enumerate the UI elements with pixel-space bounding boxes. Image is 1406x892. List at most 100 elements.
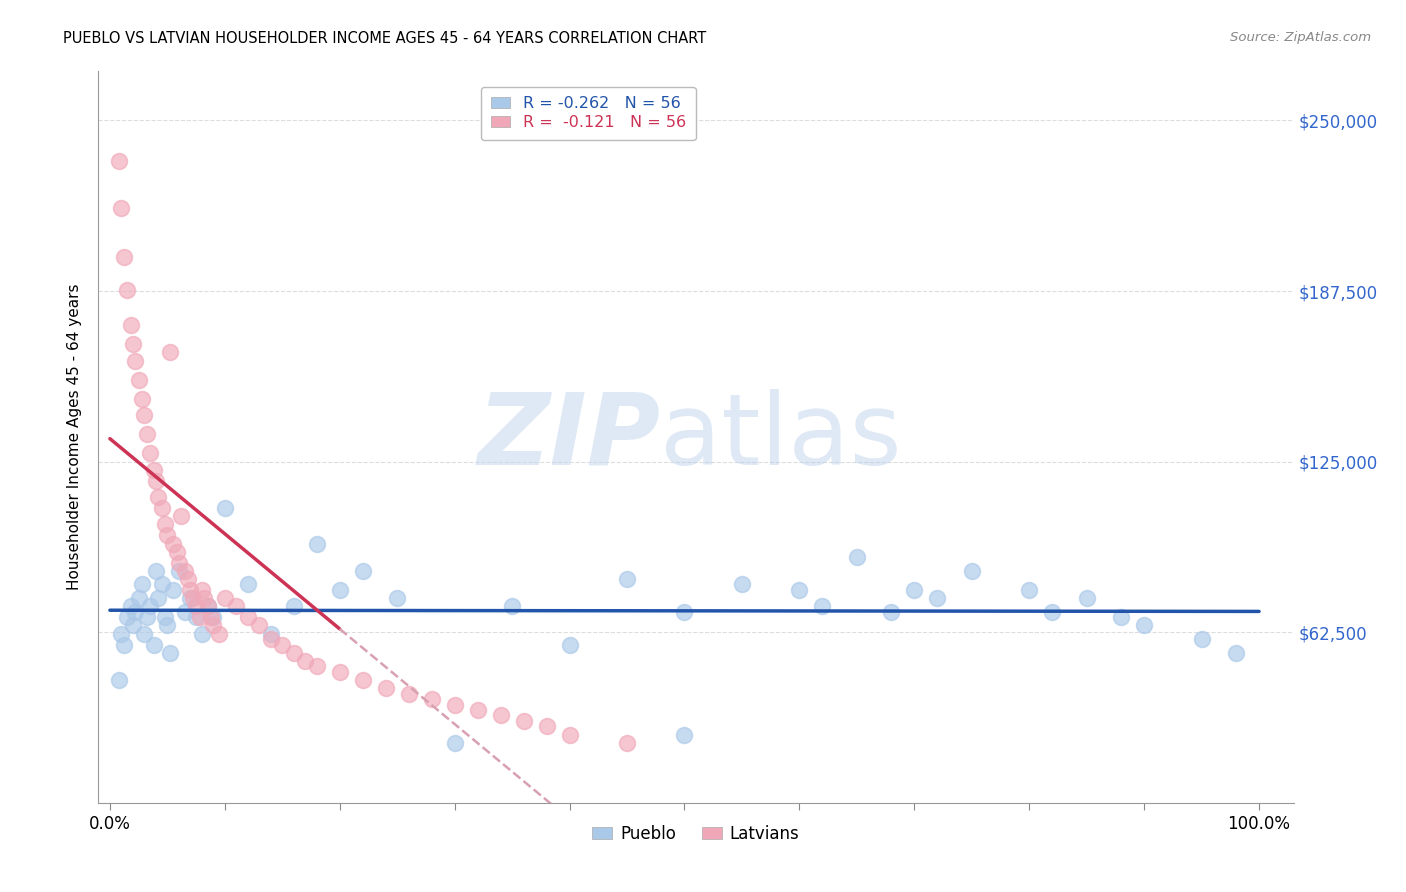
Point [167,564,190,578]
Point [1018,582,1040,597]
Point [139,446,162,460]
Point [128,373,150,387]
Point [443,736,465,750]
Point [616,736,638,750]
Point [112,638,135,652]
Point [148,591,170,606]
Point [167,556,190,570]
Point [616,572,638,586]
Point [131,392,153,406]
Point [150,501,173,516]
Point [124,353,146,368]
Point [148,490,170,504]
Point [156,618,179,632]
Point [398,687,420,701]
Text: ZIP: ZIP [477,389,661,485]
Point [115,610,138,624]
Point [467,703,489,717]
Point [197,599,219,614]
Point [558,728,581,742]
Point [153,517,176,532]
Point [260,626,283,640]
Point [294,654,316,668]
Point [135,610,157,624]
Point [139,599,162,614]
Point [374,681,396,695]
Point [191,582,214,597]
Legend: Pueblo, Latvians: Pueblo, Latvians [586,818,806,849]
Point [145,564,167,578]
Point [283,646,305,660]
Point [179,582,201,597]
Point [420,692,443,706]
Point [329,665,352,679]
Point [731,577,754,591]
Point [128,591,150,606]
Point [122,618,145,632]
Point [108,154,131,169]
Point [197,599,219,614]
Point [120,599,142,614]
Point [1040,605,1063,619]
Point [202,610,225,624]
Point [170,509,193,524]
Point [811,599,834,614]
Point [1076,591,1098,606]
Point [512,714,534,728]
Point [1225,646,1247,660]
Point [845,550,868,565]
Point [536,719,558,733]
Point [135,427,157,442]
Point [145,474,167,488]
Point [283,599,305,614]
Point [271,638,294,652]
Point [122,337,145,351]
Point [385,591,409,606]
Point [159,345,181,359]
Point [202,618,225,632]
Point [880,605,903,619]
Point [173,605,195,619]
Text: atlas: atlas [661,389,901,485]
Point [236,577,259,591]
Point [142,638,165,652]
Point [110,201,132,215]
Point [1133,618,1156,632]
Point [181,591,204,606]
Point [193,591,215,606]
Point [166,545,188,559]
Point [214,501,236,516]
Point [184,610,207,624]
Point [120,318,142,333]
Text: PUEBLO VS LATVIAN HOUSEHOLDER INCOME AGES 45 - 64 YEARS CORRELATION CHART: PUEBLO VS LATVIAN HOUSEHOLDER INCOME AGE… [63,31,707,46]
Point [214,591,236,606]
Point [208,626,231,640]
Point [188,610,211,624]
Point [179,591,201,606]
Point [131,577,153,591]
Point [501,599,523,614]
Point [789,582,811,597]
Point [162,536,184,550]
Point [673,605,696,619]
Point [173,564,195,578]
Point [108,673,131,687]
Point [260,632,283,646]
Point [927,591,949,606]
Point [305,659,328,673]
Point [110,626,132,640]
Point [177,572,200,586]
Point [124,605,146,619]
Point [156,528,179,542]
Text: Source: ZipAtlas.com: Source: ZipAtlas.com [1230,31,1371,45]
Point [236,610,259,624]
Point [960,564,983,578]
Point [247,618,270,632]
Y-axis label: Householder Income Ages 45 - 64 years: Householder Income Ages 45 - 64 years [67,284,83,591]
Point [352,564,374,578]
Point [115,283,138,297]
Point [489,708,512,723]
Point [184,599,207,614]
Point [903,582,925,597]
Point [329,582,352,597]
